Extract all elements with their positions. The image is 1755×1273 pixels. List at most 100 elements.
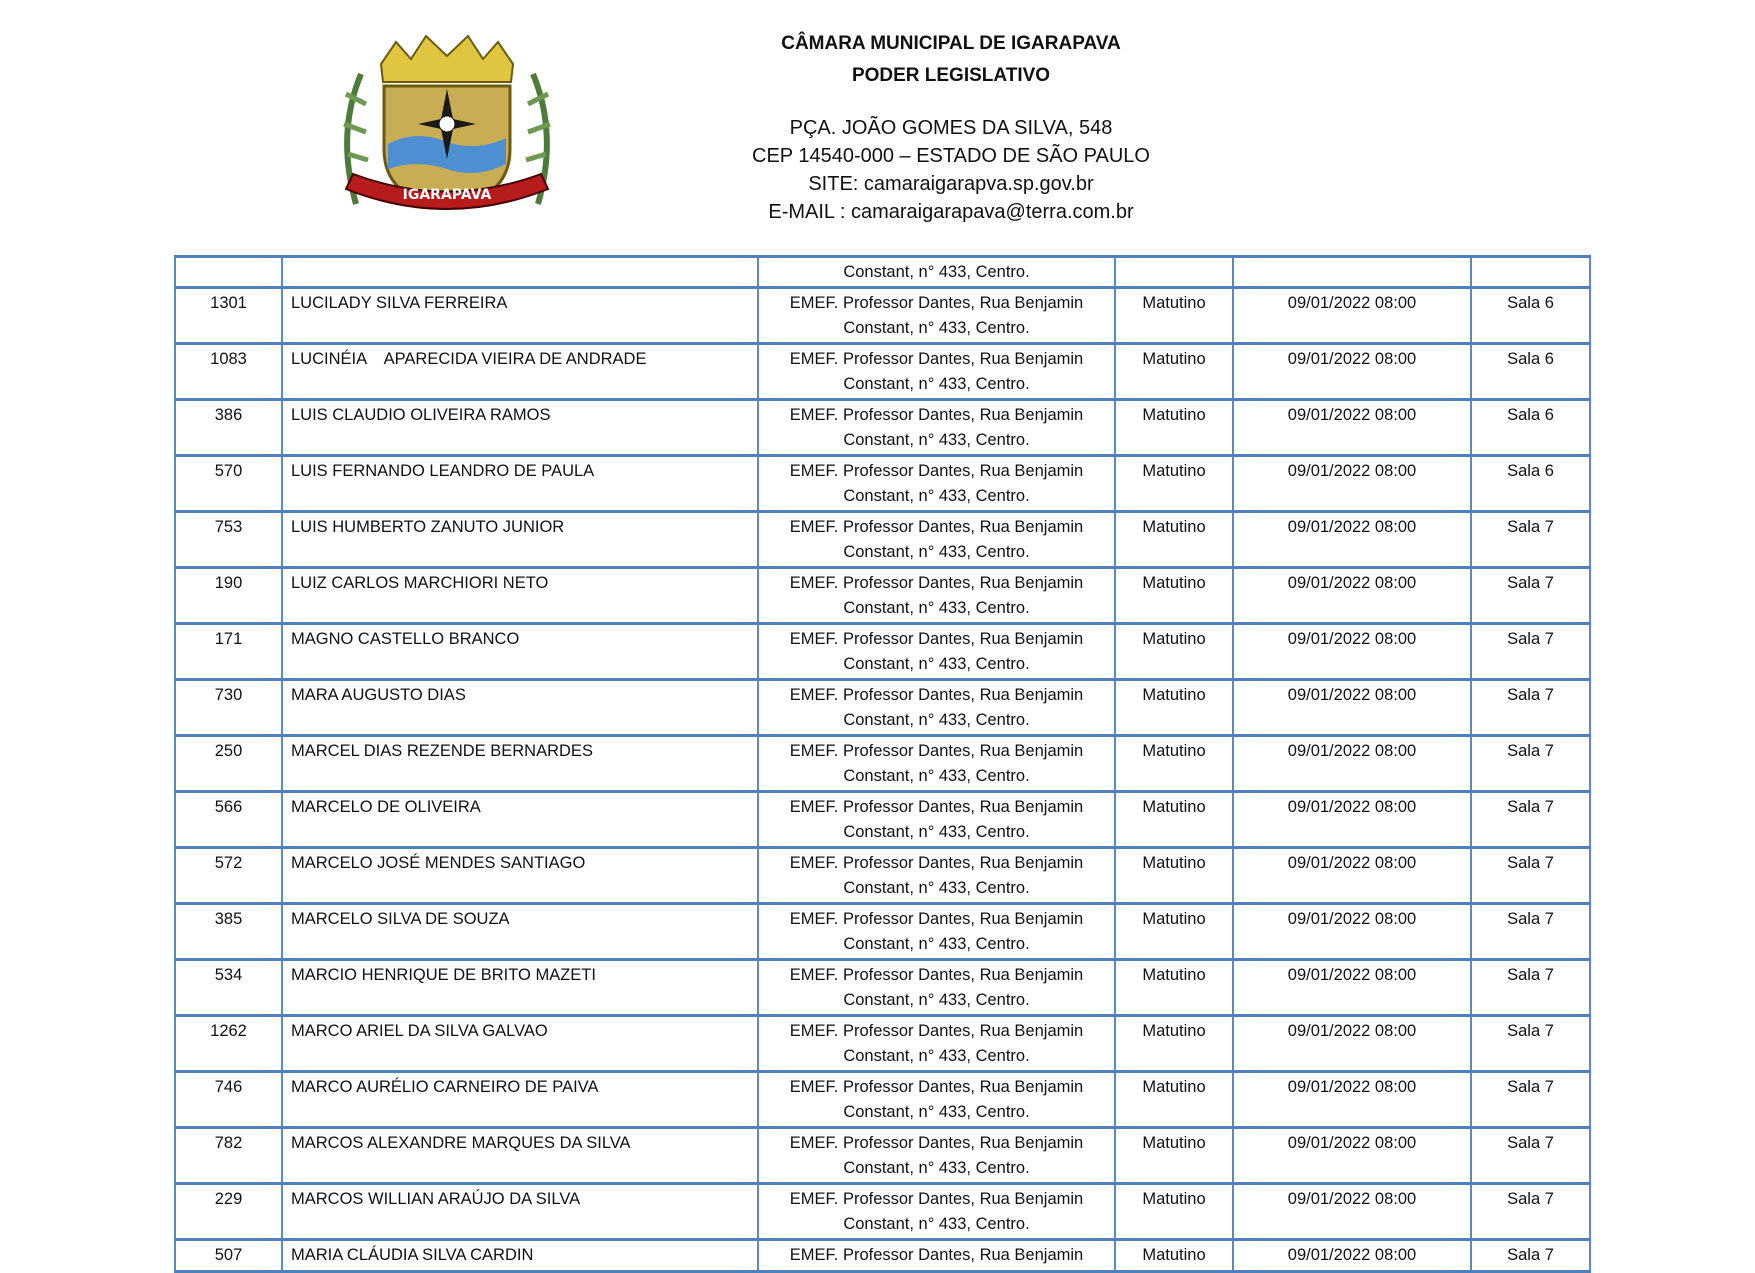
name-cell: LUIS CLAUDIO OLIVEIRA RAMOS [281,398,759,457]
address-line-2: Constant, n° 433, Centro. [843,711,1030,729]
address-cell: EMEF. Professor Dantes, Rua Benjamin Cons… [757,958,1116,1017]
period-cell: Matutino [1114,566,1234,625]
address-line-2: Constant, n° 433, Centro. [843,655,1030,673]
table-row: 1301 LUCILADY SILVA FERREIRA EMEF. Profess… [174,286,1591,345]
address-line-1: EMEF. Professor Dantes, Rua Benjamin [789,630,1084,648]
table-row: 229 MARCOS WILLIAN ARAÚJO DA SILVA EMEF. P… [174,1182,1591,1241]
table-row: 534 MARCIO HENRIQUE DE BRITO MAZETI EMEF. … [174,958,1591,1017]
address-cell: EMEF. Professor Dantes, Rua Benjamin Cons… [757,286,1116,345]
datetime-cell: 09/01/2022 08:00 [1232,1126,1472,1185]
candidate-table: Constant, n° 433, Centro. 1301 LUCILADY S… [174,255,1591,1273]
room-cell: Sala 7 [1470,734,1591,793]
datetime-cell: 09/01/2022 08:00 [1232,398,1472,457]
id-cell: 730 [174,678,283,737]
datetime-cell: 09/01/2022 08:00 [1232,1182,1472,1241]
address-line-2: Constant, n° 433, Centro. [843,1103,1030,1121]
address-cell: EMEF. Professor Dantes, Rua Benjamin Cons… [757,342,1116,401]
table-row: 507 MARIA CLÁUDIA SILVA CARDIN EMEF. Profe… [174,1238,1591,1273]
address-line-2: Constant, n° 433, Centro. [843,431,1030,449]
period-cell: Matutino [1114,622,1234,681]
header-subtitle: PODER LEGISLATIVO [851,65,1051,86]
table-row: 250 MARCEL DIAS REZENDE BERNARDES EMEF. Pr… [174,734,1591,793]
room-cell: Sala 7 [1470,902,1591,961]
room-cell: Sala 7 [1470,622,1591,681]
address-line-1: EMEF. Professor Dantes, Rua Benjamin [789,1246,1084,1264]
period-cell: Matutino [1114,342,1234,401]
id-cell: 1083 [174,342,283,401]
id-cell: 1262 [174,1014,283,1073]
name-cell: LUCILADY SILVA FERREIRA [281,286,759,345]
address-line-2: Constant, n° 433, Centro. [843,599,1030,617]
header-site: SITE: camaraigarapva.sp.gov.br [808,173,1094,195]
address-cell: EMEF. Professor Dantes, Rua Benjamin Cons… [757,734,1116,793]
id-cell: 782 [174,1126,283,1185]
svg-text:IGARAPAVA: IGARAPAVA [403,187,492,203]
address-cell: EMEF. Professor Dantes, Rua Benjamin Cons… [757,790,1116,849]
address-cell: EMEF. Professor Dantes, Rua Benjamin Cons… [757,510,1116,569]
address-cell: EMEF. Professor Dantes, Rua Benjamin Cons… [757,566,1116,625]
address-cell: EMEF. Professor Dantes, Rua Benjamin [757,1238,1116,1273]
address-cell: EMEF. Professor Dantes, Rua Benjamin Cons… [757,1070,1116,1129]
period-cell: Matutino [1114,1014,1234,1073]
id-cell: 190 [174,566,283,625]
table-row: 1083 LUCINÉIA APARECIDA VIEIRA DE ANDRADE… [174,342,1591,401]
address-line-2: Constant, n° 433, Centro. [843,1215,1030,1233]
address-line-2: Constant, n° 433, Centro. [843,1047,1030,1065]
id-cell: 229 [174,1182,283,1241]
address-line-1: EMEF. Professor Dantes, Rua Benjamin [789,1078,1084,1096]
room-cell: Sala 7 [1470,1126,1591,1185]
period-cell: Matutino [1114,902,1234,961]
room-cell: Sala 6 [1470,454,1591,513]
table-row: 570 LUIS FERNANDO LEANDRO DE PAULA EMEF. P… [174,454,1591,513]
period-cell: Matutino [1114,958,1234,1017]
name-cell: LUIS HUMBERTO ZANUTO JUNIOR [281,510,759,569]
name-cell: MARCIO HENRIQUE DE BRITO MAZETI [281,958,759,1017]
address-line-2: Constant, n° 433, Centro. [843,543,1030,561]
address-cell: EMEF. Professor Dantes, Rua Benjamin Cons… [757,622,1116,681]
name-cell: MARCOS WILLIAN ARAÚJO DA SILVA [281,1182,759,1241]
datetime-cell: 09/01/2022 08:00 [1232,454,1472,513]
address-line-1: EMEF. Professor Dantes, Rua Benjamin [789,854,1084,872]
address-line-2: Constant, n° 433, Centro. [843,767,1030,785]
name-cell: MAGNO CASTELLO BRANCO [281,622,759,681]
datetime-cell: 09/01/2022 08:00 [1232,566,1472,625]
address-line-1: EMEF. Professor Dantes, Rua Benjamin [789,518,1084,536]
datetime-cell: 09/01/2022 08:00 [1232,342,1472,401]
period-cell: Matutino [1114,846,1234,905]
address-cell: Constant, n° 433, Centro. [757,255,1116,289]
table-row: 730 MARA AUGUSTO DIAS EMEF. Professor Dant… [174,678,1591,737]
address-line-2: Constant, n° 433, Centro. [843,487,1030,505]
address-line-1: EMEF. Professor Dantes, Rua Benjamin [789,406,1084,424]
name-cell: LUIZ CARLOS MARCHIORI NETO [281,566,759,625]
id-cell: 1301 [174,286,283,345]
name-cell: MARCO ARIEL DA SILVA GALVAO [281,1014,759,1073]
name-cell: MARCELO JOSÉ MENDES SANTIAGO [281,846,759,905]
name-cell: MARIA CLÁUDIA SILVA CARDIN [281,1238,759,1273]
coat-of-arms-logo: IGARAPAVA [343,34,551,210]
header-cep: CEP 14540-000 – ESTADO DE SÃO PAULO [752,145,1150,167]
id-cell: 385 [174,902,283,961]
header-email: E-MAIL : camaraigarapava@terra.com.br [768,201,1134,223]
room-cell: Sala 7 [1470,510,1591,569]
table-row: 386 LUIS CLAUDIO OLIVEIRA RAMOS EMEF. Prof… [174,398,1591,457]
address-cell: EMEF. Professor Dantes, Rua Benjamin Cons… [757,398,1116,457]
address-line-1: EMEF. Professor Dantes, Rua Benjamin [789,1022,1084,1040]
id-cell: 534 [174,958,283,1017]
name-cell: MARCELO SILVA DE SOUZA [281,902,759,961]
id-cell: 746 [174,1070,283,1129]
address-line-2: Constant, n° 433, Centro. [843,823,1030,841]
name-cell: MARA AUGUSTO DIAS [281,678,759,737]
address-cell: EMEF. Professor Dantes, Rua Benjamin Cons… [757,678,1116,737]
table-row: 753 LUIS HUMBERTO ZANUTO JUNIOR EMEF. Prof… [174,510,1591,569]
period-cell: Matutino [1114,790,1234,849]
datetime-cell: 09/01/2022 08:00 [1232,286,1472,345]
room-cell: Sala 7 [1470,1182,1591,1241]
room-cell: Sala 7 [1470,846,1591,905]
table-row: 171 MAGNO CASTELLO BRANCO EMEF. Professor … [174,622,1591,681]
id-cell: 171 [174,622,283,681]
room-cell: Sala 7 [1470,678,1591,737]
id-cell: 566 [174,790,283,849]
period-cell: Matutino [1114,734,1234,793]
address-cell: EMEF. Professor Dantes, Rua Benjamin Cons… [757,454,1116,513]
period-cell: Matutino [1114,1238,1234,1273]
